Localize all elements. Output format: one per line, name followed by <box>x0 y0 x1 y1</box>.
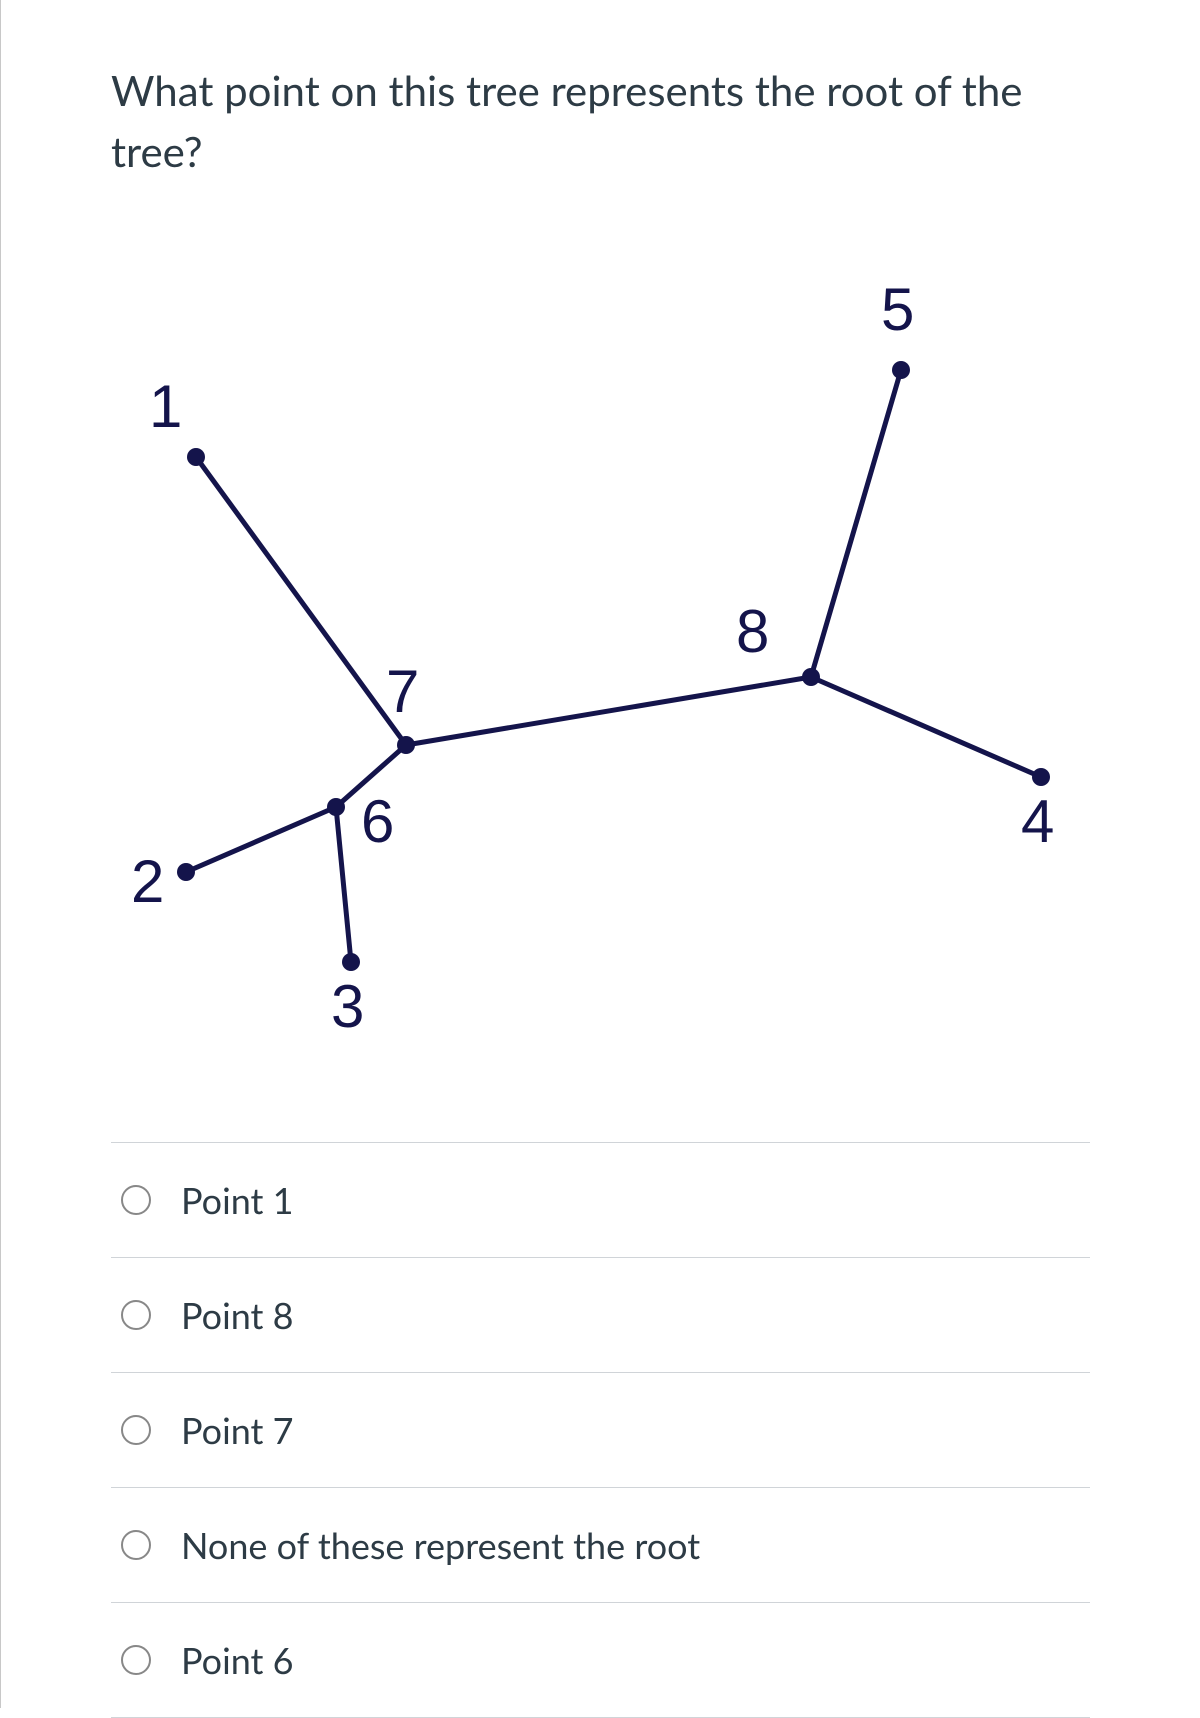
option-point-1[interactable]: Point 1 <box>111 1142 1090 1257</box>
option-label: Point 6 <box>181 1638 294 1682</box>
answer-options: Point 1 Point 8 Point 7 None of these re… <box>111 1142 1090 1718</box>
radio-icon <box>121 1415 151 1445</box>
radio-icon <box>121 1185 151 1215</box>
option-label: Point 8 <box>181 1293 294 1337</box>
svg-text:8: 8 <box>736 598 769 665</box>
option-label: Point 7 <box>181 1408 294 1452</box>
option-label: None of these represent the root <box>181 1523 700 1567</box>
tree-svg: 1 2 3 4 5 6 7 8 <box>111 252 1091 1072</box>
tree-diagram: 1 2 3 4 5 6 7 8 <box>111 222 1090 1142</box>
svg-text:1: 1 <box>149 373 182 440</box>
option-point-7[interactable]: Point 7 <box>111 1372 1090 1487</box>
radio-icon <box>121 1645 151 1675</box>
svg-text:6: 6 <box>361 788 394 855</box>
option-point-8[interactable]: Point 8 <box>111 1257 1090 1372</box>
svg-text:2: 2 <box>131 848 164 915</box>
svg-text:3: 3 <box>331 973 364 1040</box>
svg-text:7: 7 <box>386 658 419 725</box>
option-point-6[interactable]: Point 6 <box>111 1602 1090 1718</box>
question-prompt: What point on this tree represents the r… <box>111 60 1090 182</box>
radio-icon <box>121 1530 151 1560</box>
svg-text:5: 5 <box>881 276 914 343</box>
quiz-question-container: What point on this tree represents the r… <box>0 0 1200 1708</box>
option-none[interactable]: None of these represent the root <box>111 1487 1090 1602</box>
svg-text:4: 4 <box>1021 788 1054 855</box>
radio-icon <box>121 1300 151 1330</box>
option-label: Point 1 <box>181 1178 294 1222</box>
